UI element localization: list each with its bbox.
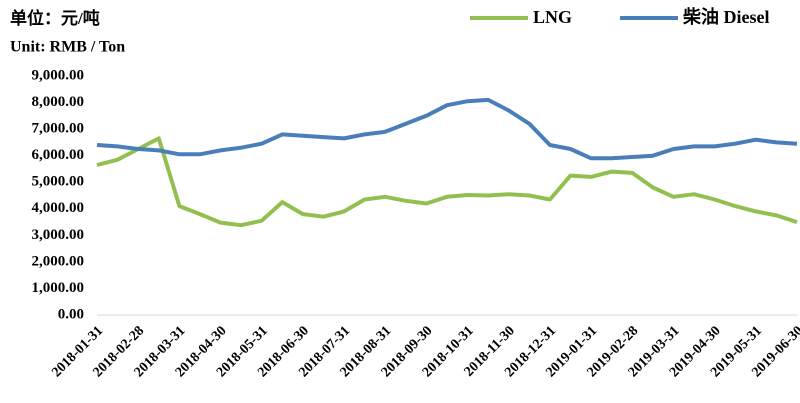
y-tick-label: 0.00 (58, 306, 84, 322)
y-tick-label: 2,000.00 (32, 253, 85, 269)
legend-label: 柴油 Diesel (682, 6, 769, 27)
y-tick-label: 8,000.00 (32, 94, 85, 110)
y-tick-label: 6,000.00 (32, 147, 85, 163)
y-tick-label: 4,000.00 (32, 200, 85, 216)
series-line (96, 136, 798, 228)
chart-subtitle: Unit: RMB / Ton (10, 39, 125, 56)
series-line (96, 97, 798, 161)
y-tick-label: 1,000.00 (32, 280, 85, 296)
y-tick-label: 5,000.00 (32, 174, 85, 190)
chart-title: 单位：元/吨 (10, 8, 100, 28)
y-tick-label: 3,000.00 (32, 227, 85, 243)
y-tick-label: 9,000.00 (32, 67, 85, 83)
legend-label: LNG (533, 7, 572, 27)
y-tick-label: 7,000.00 (32, 121, 85, 137)
